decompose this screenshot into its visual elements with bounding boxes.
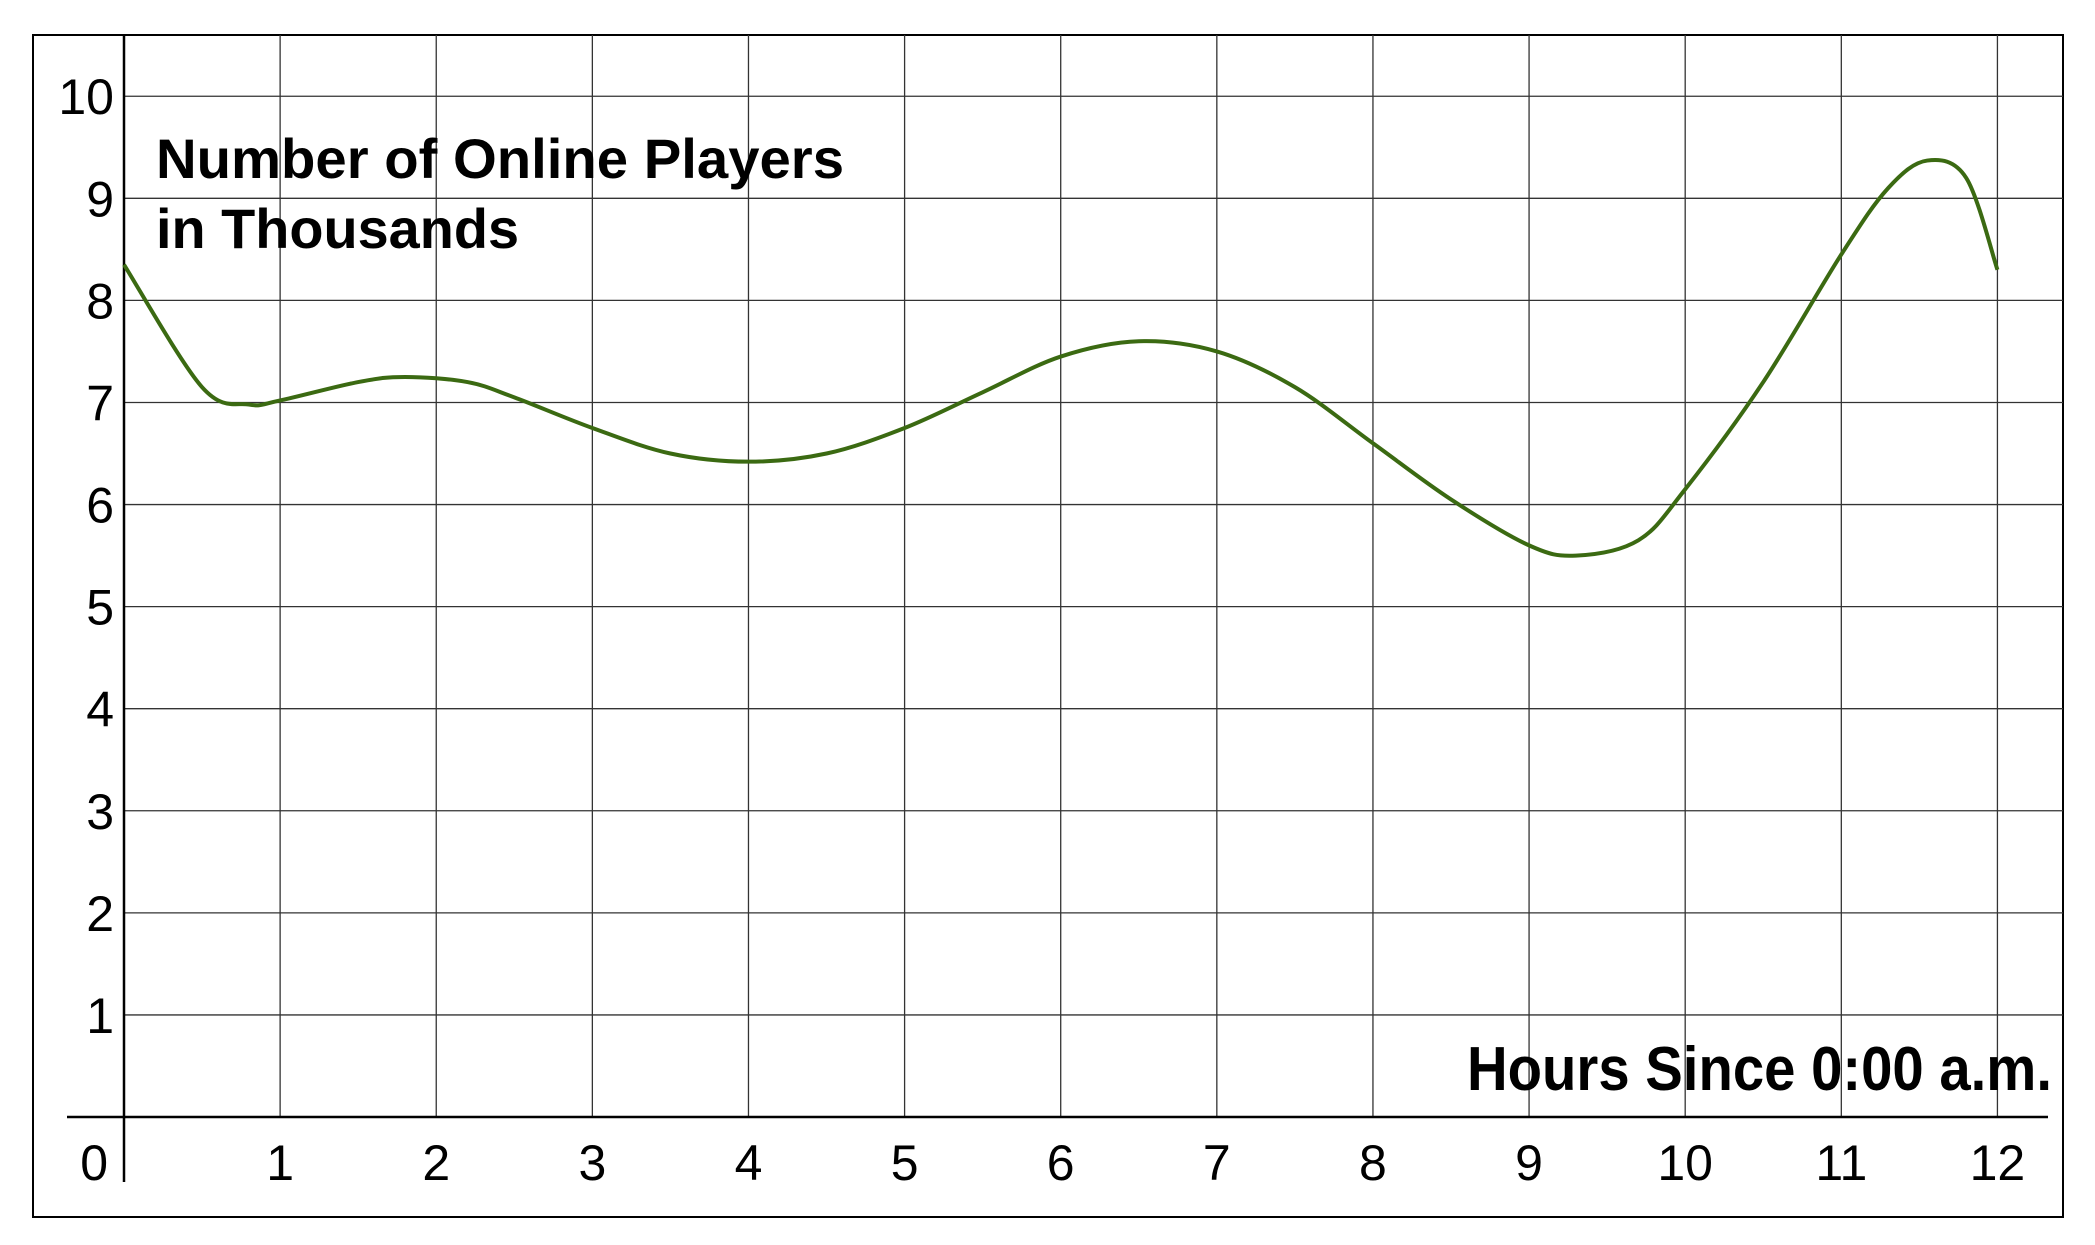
y-tick-label: 10	[58, 69, 114, 125]
x-tick-label: 11	[1815, 1135, 1867, 1191]
y-tick-label: 9	[86, 171, 114, 227]
x-tick-label: 2	[422, 1135, 450, 1191]
x-tick-label: 5	[891, 1135, 919, 1191]
x-tick-label: 3	[578, 1135, 606, 1191]
axes	[67, 35, 2048, 1182]
x-axis-label: Hours Since 0:00 a.m.	[1467, 1035, 2052, 1104]
y-axis-label: Number of Online Players	[156, 127, 844, 190]
y-tick-label: 8	[86, 273, 114, 329]
y-tick-label: 2	[86, 886, 114, 942]
x-tick-label: 12	[1970, 1135, 2026, 1191]
y-axis-label: in Thousands	[156, 197, 519, 260]
x-tick-label: 9	[1515, 1135, 1543, 1191]
x-tick-label: 6	[1047, 1135, 1075, 1191]
data-line	[122, 157, 2000, 558]
y-tick-label: 3	[86, 784, 114, 840]
x-tick-label: 10	[1657, 1135, 1713, 1191]
x-tick-label: 7	[1203, 1135, 1231, 1191]
y-tick-label: 1	[86, 988, 114, 1044]
x-tick-label: 0	[80, 1135, 108, 1191]
grid	[124, 35, 2063, 1117]
x-tick-label: 4	[735, 1135, 763, 1191]
y-tick-label: 5	[86, 580, 114, 636]
x-tick-label: 1	[266, 1135, 294, 1191]
y-tick-label: 4	[86, 682, 114, 738]
y-tick-label: 7	[86, 375, 114, 431]
x-tick-label: 8	[1359, 1135, 1387, 1191]
frame	[32, 34, 2064, 1218]
y-tick-label: 6	[86, 478, 114, 534]
